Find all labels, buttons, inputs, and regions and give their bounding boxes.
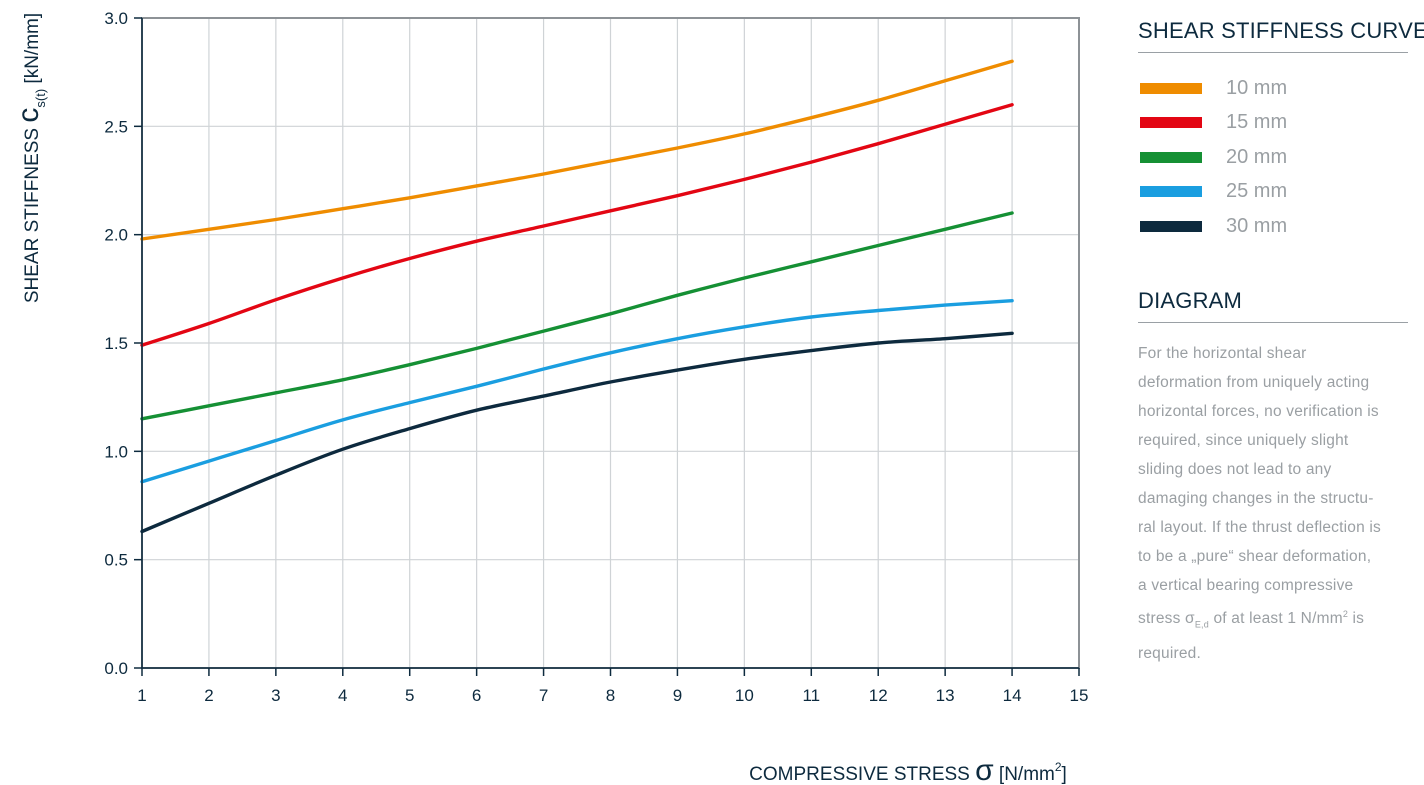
series-line-20mm	[140, 211, 1014, 421]
legend-item: 20 mm	[1138, 140, 1408, 175]
legend-item: 10 mm	[1138, 71, 1408, 106]
x-tick-label: 13	[936, 686, 955, 705]
legend-swatch	[1140, 82, 1202, 94]
legend-heading: SHEAR STIFFNESS CURVE	[1138, 18, 1424, 53]
legend-swatch	[1140, 186, 1202, 198]
legend-label: 20 mm	[1226, 145, 1288, 168]
y-tick-label: 2.0	[104, 226, 128, 245]
x-axis-title: COMPRESSIVE STRESS σ [N/mm2]	[749, 754, 1067, 785]
legend-label: 10 mm	[1226, 76, 1288, 99]
legend-item: 25 mm	[1138, 175, 1408, 210]
x-tick-label: 9	[673, 686, 682, 705]
x-tick-label: 11	[802, 686, 820, 705]
y-tick-label: 2.5	[104, 117, 128, 136]
diagram-description: For the horizontal shear deformation fro…	[1138, 344, 1382, 662]
x-tick-label: 3	[271, 686, 280, 705]
x-tick-label: 14	[1003, 686, 1022, 705]
y-tick-label: 1.0	[104, 442, 128, 461]
legend-label: 25 mm	[1226, 180, 1288, 203]
series-line-25mm	[140, 299, 1014, 484]
legend-label: 30 mm	[1226, 214, 1288, 237]
legend: 10 mm 15 mm 20 mm 25 mm 30 mm	[1138, 71, 1408, 244]
x-tick-label: 5	[405, 686, 414, 705]
series-lines	[140, 59, 1014, 534]
y-tick-label: 3.0	[104, 9, 128, 28]
y-axis-title: SHEAR STIFFNESS cs(t) [kN/mm]	[12, 13, 48, 303]
legend-swatch	[1140, 220, 1202, 232]
legend-swatch	[1140, 117, 1202, 129]
y-tick-label: 0.5	[104, 551, 128, 570]
diagram-heading: DIAGRAM	[1138, 288, 1408, 323]
legend-swatch	[1140, 151, 1202, 163]
x-tick-label: 4	[338, 686, 347, 705]
x-tick-label: 2	[204, 686, 213, 705]
x-tick-label: 10	[735, 686, 754, 705]
legend-label: 15 mm	[1226, 111, 1288, 134]
x-tick-label: 8	[606, 686, 615, 705]
y-tick-label: 1.5	[104, 334, 128, 353]
x-tick-label: 7	[539, 686, 548, 705]
series-line-30mm	[140, 331, 1014, 534]
x-tick-label: 12	[869, 686, 888, 705]
legend-item: 30 mm	[1138, 209, 1408, 244]
grid	[141, 17, 1080, 669]
sidebar: SHEAR STIFFNESS CURVE 10 mm 15 mm 20 mm 25 …	[1138, 18, 1424, 668]
series-line-10mm	[140, 59, 1014, 241]
axes: 1 2 3 4 5 6 7 8 9 10 11 12 13 14 150.00.51.01.52.02.53…	[104, 9, 1088, 705]
y-tick-label: 0.0	[104, 659, 128, 678]
x-tick-label: 6	[472, 686, 481, 705]
legend-item: 15 mm	[1138, 106, 1408, 141]
x-tick-label: 1	[137, 686, 146, 705]
x-tick-label: 15	[1070, 686, 1089, 705]
series-line-15mm	[140, 103, 1014, 347]
